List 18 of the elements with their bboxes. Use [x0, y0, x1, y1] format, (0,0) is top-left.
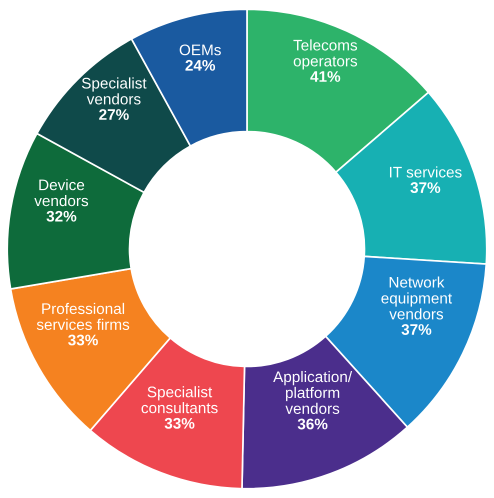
- slice-label: OEMs: [180, 44, 221, 56]
- data-label: 27%: [99, 109, 129, 120]
- slice-label: Device vendors: [34, 179, 88, 206]
- data-label: 37%: [401, 324, 432, 335]
- slice-label: IT services: [390, 166, 462, 178]
- data-label: 41%: [310, 71, 340, 82]
- slice-label: Specialist vendors: [82, 77, 147, 105]
- slice-label: Specialist consultants: [142, 386, 218, 414]
- slice-label: Telecoms operators: [293, 39, 358, 70]
- data-label: 33%: [68, 334, 98, 346]
- data-label: 32%: [46, 210, 76, 222]
- slice-label: Professional services firms: [36, 302, 130, 330]
- data-label: 33%: [164, 418, 194, 429]
- slice-label: Application/ platform vendors: [273, 370, 352, 414]
- data-label: 36%: [298, 418, 328, 430]
- data-label: 24%: [185, 60, 216, 71]
- slice-label: Network equipment vendors: [381, 276, 452, 320]
- data-label: 37%: [410, 182, 440, 194]
